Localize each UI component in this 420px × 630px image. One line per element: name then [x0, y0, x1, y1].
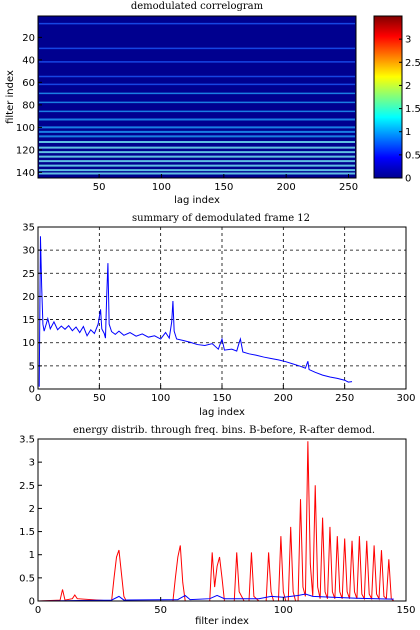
colorbar [373, 15, 403, 179]
heatmap-bright-row [39, 169, 355, 172]
ytick-label: 0.5 [19, 573, 35, 584]
heatmap-axes-box [37, 15, 357, 179]
xtick-label: 200 [274, 393, 293, 404]
ytick-label: 3 [29, 458, 35, 469]
heatmap-bright-row [39, 172, 355, 175]
heatmap-bright-row [39, 141, 355, 143]
heatmap-bright-row [39, 92, 355, 95]
summary-title: summary of demodulated frame 12 [132, 213, 310, 224]
heatmap-bright-row [39, 61, 355, 63]
ytick-label: 30 [22, 246, 35, 257]
ytick-label: 1.5 [19, 527, 35, 538]
heatmap-bright-row [39, 130, 355, 133]
ytick-label: 0 [29, 597, 35, 608]
heatmap-bright-row [39, 101, 355, 104]
ytick-label: 10 [22, 338, 35, 349]
energy-before-demod-line [37, 593, 394, 602]
summary-ticks: 0 50 100 150 200 250 300 0 5 10 15 20 25 30 35 [22, 223, 415, 405]
colorbar-tick-label: 0.5 [405, 150, 420, 161]
energy-title: energy distrib. through freq. bins. B-be… [73, 425, 375, 436]
heatmap-ytick-label: 20 [22, 33, 35, 44]
ytick-label: 3.5 [19, 435, 35, 446]
correlogram-ylabel: filter index [5, 70, 16, 124]
colorbar-ticks: 0 0.5 1 1.5 2 2.5 3 [399, 35, 420, 185]
ytick-label: 1 [29, 550, 35, 561]
heatmap-xtick-label: 100 [152, 182, 171, 193]
xtick-label: 100 [151, 393, 170, 404]
heatmap-bright-row [39, 126, 355, 129]
summary-series-line [38, 236, 353, 387]
colorbar-tick-label: 1 [405, 127, 411, 138]
ytick-label: 15 [22, 315, 35, 326]
heatmap-bright-row [39, 47, 355, 50]
energy-axes-box [37, 438, 407, 602]
correlogram-xlabel: lag index [174, 195, 220, 206]
summary-panel: summary of demodulated frame 12 0 50 100 15… [22, 213, 415, 418]
heatmap-ytick-label: 60 [22, 78, 35, 89]
heatmap-ytick-label: 80 [22, 100, 35, 111]
energy-panel: energy distrib. through freq. bins. B-be… [19, 425, 415, 627]
heatmap-ytick-label: 40 [22, 55, 35, 66]
energy-ticks: 0 50 100 150 0 0.5 1 1.5 2 2.5 3 3.5 [19, 435, 415, 617]
heatmap-bright-row [39, 155, 355, 158]
heatmap-xtick-label: 200 [277, 182, 296, 193]
heatmap-bright-row [39, 75, 355, 78]
heatmap-rows [39, 22, 355, 175]
heatmap-bright-row [39, 146, 355, 149]
xtick-label: 150 [396, 605, 415, 616]
ytick-label: 0 [29, 385, 35, 396]
heatmap-bright-row [39, 110, 355, 113]
correlogram-title: demodulated correlogram [131, 1, 264, 12]
heatmap-xtick-label: 150 [214, 182, 233, 193]
ytick-label: 35 [22, 223, 35, 234]
heatmap-background [38, 16, 356, 178]
heatmap-bright-row [39, 160, 355, 163]
xtick-label: 250 [335, 393, 354, 404]
heatmap-bright-row [39, 164, 355, 167]
colorbar-tick-label: 1.5 [405, 104, 420, 115]
heatmap-xtick-label: 50 [93, 182, 106, 193]
heatmap-ytick-label: 100 [16, 123, 35, 134]
heatmap-xtick-label: 250 [339, 182, 358, 193]
ytick-label: 25 [22, 269, 35, 280]
xtick-label: 150 [212, 393, 231, 404]
heatmap-bright-row [39, 22, 355, 25]
heatmap-ticks: 50 100 150 200 250 20 40 60 80 100 120 140 [16, 33, 358, 193]
heatmap-bright-row [39, 151, 355, 154]
colorbar-tick-label: 0 [405, 174, 411, 185]
xtick-label: 100 [274, 605, 293, 616]
ytick-label: 2 [29, 504, 35, 515]
xtick-label: 50 [154, 605, 167, 616]
colorbar-tick-label: 3 [405, 35, 411, 46]
xtick-label: 50 [93, 393, 106, 404]
heatmap-bright-row [39, 83, 355, 86]
heatmap-bright-row [39, 135, 355, 138]
xtick-label: 0 [35, 393, 41, 404]
colorbar-tick-label: 2 [405, 81, 411, 92]
xtick-label: 0 [35, 605, 41, 616]
ytick-label: 5 [29, 361, 35, 372]
energy-xlabel: filter index [195, 616, 249, 627]
summary-xlabel: lag index [199, 407, 245, 418]
heatmap-bright-row [39, 118, 355, 121]
correlogram-panel: demodulated correlogram 50 100 150 200 25020… [5, 1, 420, 206]
ytick-label: 20 [22, 292, 35, 303]
colorbar-tick-label: 2.5 [405, 58, 420, 69]
heatmap-ytick-label: 120 [16, 145, 35, 156]
ytick-label: 2.5 [19, 481, 35, 492]
xtick-label: 300 [396, 393, 415, 404]
heatmap-ytick-label: 140 [16, 168, 35, 179]
